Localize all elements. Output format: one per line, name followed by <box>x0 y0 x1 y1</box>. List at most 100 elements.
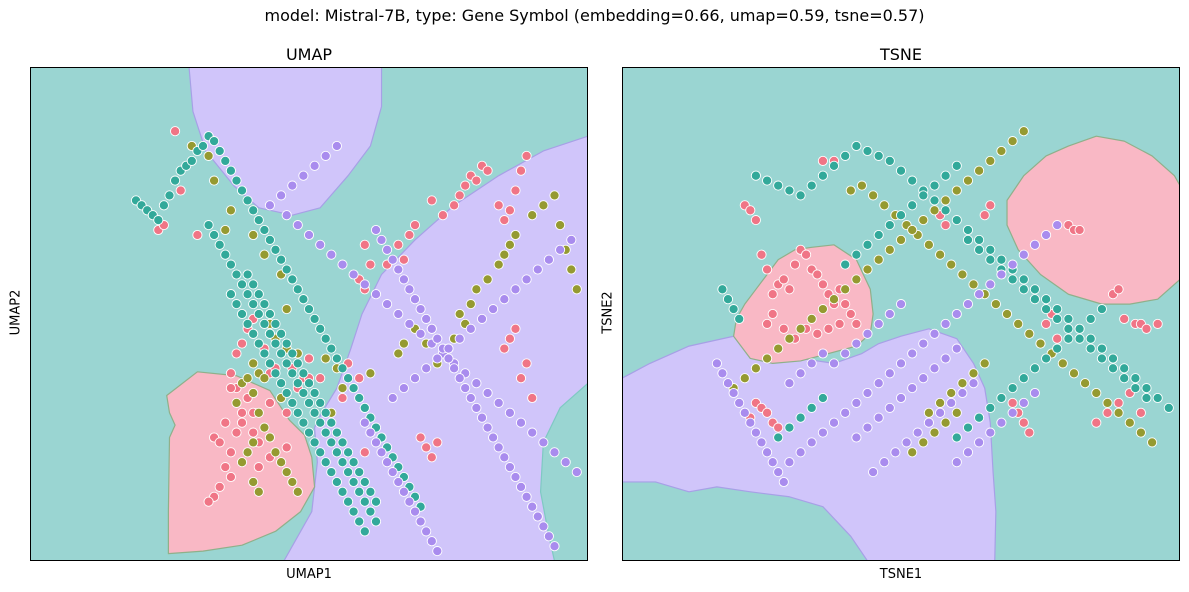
data-point <box>376 234 387 245</box>
data-point <box>1029 239 1040 250</box>
data-point <box>186 155 197 166</box>
data-point <box>287 274 298 285</box>
data-point <box>253 338 264 349</box>
data-point <box>449 363 460 374</box>
data-point <box>996 269 1007 280</box>
data-point <box>504 239 515 250</box>
data-point <box>895 299 907 310</box>
data-point <box>756 249 767 260</box>
data-point <box>315 417 326 428</box>
data-point <box>734 397 745 408</box>
data-point <box>281 387 292 399</box>
data-point <box>784 185 795 196</box>
data-point <box>209 136 220 147</box>
data-point <box>862 264 873 275</box>
data-point <box>940 417 951 428</box>
data-point <box>784 457 795 468</box>
data-point <box>253 486 264 497</box>
data-point <box>292 407 303 418</box>
data-point <box>320 150 331 161</box>
data-point <box>756 437 767 448</box>
data-point <box>1085 343 1096 354</box>
data-point <box>231 299 242 310</box>
data-point <box>935 249 946 260</box>
data-point <box>527 427 538 438</box>
data-point <box>722 378 734 389</box>
data-point <box>354 516 365 527</box>
data-point <box>281 338 292 349</box>
data-point <box>873 254 884 265</box>
data-point <box>549 447 560 458</box>
data-point <box>242 289 253 300</box>
data-point <box>739 373 750 384</box>
data-point <box>884 308 895 320</box>
data-point <box>884 402 895 413</box>
data-point <box>907 224 918 236</box>
data-point <box>236 338 248 349</box>
data-point <box>817 155 828 166</box>
data-point <box>432 546 443 557</box>
data-point <box>337 259 348 270</box>
data-point <box>398 486 409 497</box>
data-point <box>220 224 231 236</box>
data-point <box>1041 229 1052 241</box>
data-point <box>320 457 331 468</box>
data-point <box>315 373 326 384</box>
data-point <box>214 481 225 492</box>
data-point <box>1113 284 1124 295</box>
data-point <box>951 215 962 226</box>
data-point <box>287 348 298 359</box>
data-point <box>801 249 812 260</box>
data-point <box>962 299 974 310</box>
data-point <box>1007 259 1018 270</box>
data-point <box>393 348 404 359</box>
data-point <box>817 348 828 359</box>
data-point <box>711 358 722 369</box>
data-point <box>203 220 214 231</box>
data-point <box>404 318 415 329</box>
data-point <box>236 417 248 428</box>
data-point <box>962 234 974 245</box>
data-point <box>259 224 270 236</box>
data-point <box>370 437 382 448</box>
data-point <box>1080 378 1091 389</box>
data-point <box>840 407 851 418</box>
data-point <box>951 432 962 443</box>
data-point <box>209 229 220 241</box>
data-point <box>951 407 962 418</box>
data-point <box>292 284 303 295</box>
data-point <box>784 284 795 295</box>
data-point <box>214 437 225 448</box>
data-point <box>571 467 582 478</box>
data-point <box>264 234 275 245</box>
data-point <box>745 417 756 428</box>
data-point <box>907 200 918 211</box>
data-point <box>242 318 253 329</box>
data-point <box>382 299 393 310</box>
data-point <box>259 348 270 359</box>
tsne-x-axis-label: TSNE1 <box>879 567 923 582</box>
data-point <box>750 427 761 438</box>
data-point <box>566 234 577 245</box>
data-point <box>432 353 443 364</box>
data-point <box>281 210 292 221</box>
data-point <box>248 476 259 488</box>
data-point <box>840 348 851 359</box>
data-point <box>1096 353 1107 364</box>
data-point <box>398 274 409 285</box>
data-point <box>773 432 784 443</box>
data-point <box>1163 402 1174 413</box>
data-point <box>242 269 253 280</box>
data-point <box>476 412 488 423</box>
data-point <box>722 294 734 305</box>
data-point <box>303 353 315 364</box>
data-point <box>762 264 773 275</box>
data-point <box>354 392 365 404</box>
data-point <box>393 308 404 320</box>
data-point <box>812 269 823 280</box>
data-point <box>465 392 476 404</box>
data-point <box>415 516 426 527</box>
data-point <box>1130 383 1141 394</box>
data-point <box>1119 363 1130 374</box>
umap-scatter-plot <box>30 67 588 561</box>
